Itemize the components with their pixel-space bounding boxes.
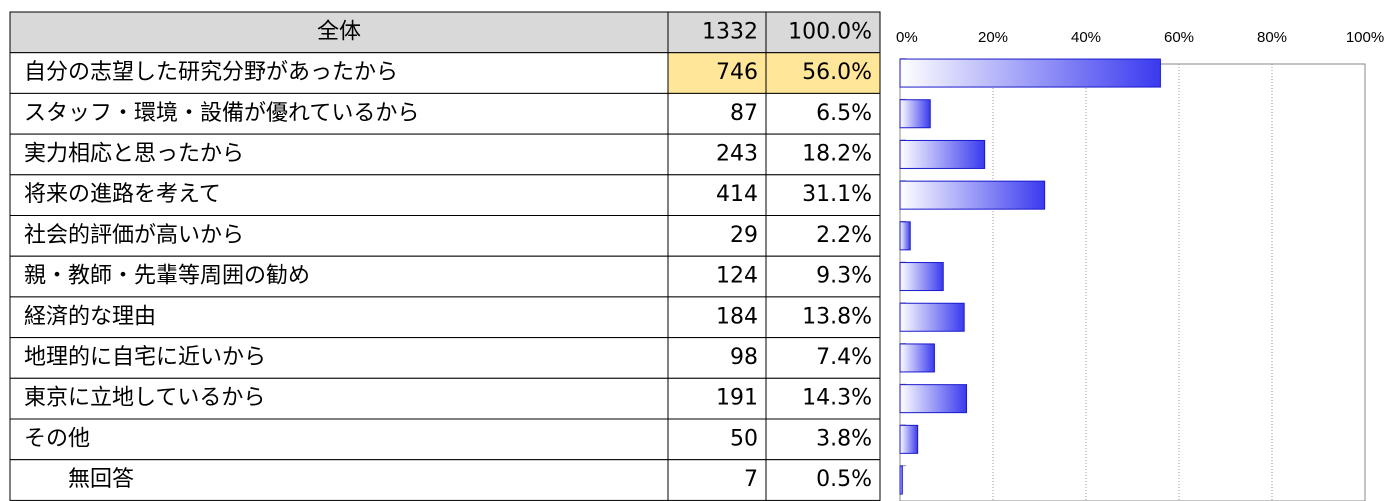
row-percent: 14.3%: [802, 386, 872, 411]
row-cell: [765, 174, 881, 217]
row-cell: [9, 255, 669, 298]
row-label: 無回答: [68, 467, 134, 492]
row-label: 地理的に自宅に近いから: [24, 345, 266, 370]
row-cell: [765, 52, 881, 94]
row-cell: [9, 377, 669, 420]
row-cell: [765, 92, 881, 135]
row-label: 社会的評価が高いから: [24, 223, 244, 248]
header-percent: 100.0%: [788, 19, 872, 44]
row-cell: [9, 52, 669, 94]
row-cell: [9, 459, 669, 501]
row-percent: 31.1%: [802, 182, 872, 207]
row-cell: [9, 174, 669, 217]
x-tick-label: 60%: [1164, 29, 1194, 46]
row-count: 191: [716, 386, 758, 411]
row-cell: [667, 92, 767, 135]
bar: [899, 99, 931, 129]
row-cell: [765, 418, 881, 461]
row-percent: 13.8%: [802, 304, 872, 329]
bar: [899, 221, 911, 251]
row-cell: [765, 296, 881, 339]
plot-area: [899, 63, 1366, 501]
row-count: 87: [730, 101, 758, 126]
row-label: 東京に立地しているから: [24, 386, 265, 411]
row-count: 124: [716, 264, 758, 289]
row-percent: 9.3%: [816, 264, 872, 289]
row-label: スタッフ・環境・設備が優れているから: [24, 101, 419, 126]
row-cell: [765, 215, 881, 257]
row-percent: 7.4%: [816, 345, 872, 370]
row-count: 414: [716, 182, 758, 207]
bar: [899, 384, 967, 414]
row-cell: [765, 255, 881, 298]
bar: [899, 465, 903, 495]
row-label: 将来の進路を考えて: [24, 182, 221, 207]
row-count: 184: [716, 304, 758, 329]
row-cell: [667, 133, 767, 176]
row-cell: [667, 377, 767, 420]
row-cell: [765, 133, 881, 176]
row-cell: [667, 418, 767, 461]
header-cell: [667, 11, 767, 54]
row-label: 親・教師・先輩等周囲の勧め: [24, 264, 310, 289]
row-percent: 0.5%: [816, 467, 872, 492]
row-cell: [9, 92, 669, 135]
row-percent: 56.0%: [802, 60, 872, 85]
x-tick-label: 0%: [896, 29, 918, 46]
row-cell: [667, 459, 767, 501]
row-count: 746: [716, 60, 758, 85]
bar: [899, 343, 935, 373]
row-cell: [765, 377, 881, 420]
row-percent: 6.5%: [816, 101, 872, 126]
x-tick-label: 100%: [1346, 29, 1384, 46]
x-tick-label: 40%: [1071, 29, 1101, 46]
bar: [899, 302, 965, 332]
row-label: その他: [24, 426, 90, 451]
header-count: 1332: [702, 19, 758, 44]
header-cell: [9, 11, 669, 54]
row-percent: 18.2%: [802, 141, 872, 166]
x-tick-label: 80%: [1257, 29, 1287, 46]
x-tick-label: 20%: [978, 29, 1008, 46]
bar: [899, 139, 986, 169]
header-label: 全体: [317, 19, 361, 44]
bar: [899, 424, 919, 454]
row-label: 経済的な理由: [24, 304, 156, 329]
row-count: 7: [744, 467, 758, 492]
bar: [899, 262, 944, 292]
bar: [899, 180, 1046, 210]
row-cell: [9, 296, 669, 339]
row-label: 自分の志望した研究分野があったから: [24, 60, 398, 85]
row-count: 243: [716, 141, 758, 166]
row-cell: [667, 337, 767, 379]
row-cell: [765, 459, 881, 501]
header-cell: [765, 11, 881, 54]
row-cell: [667, 255, 767, 298]
row-count: 98: [730, 345, 758, 370]
row-label: 実力相応と思ったから: [24, 141, 244, 166]
row-percent: 2.2%: [816, 223, 872, 248]
row-cell: [9, 418, 669, 461]
row-count: 29: [730, 223, 758, 248]
row-percent: 3.8%: [816, 426, 872, 451]
row-cell: [765, 337, 881, 379]
row-count: 50: [730, 426, 758, 451]
row-cell: [9, 337, 669, 379]
row-cell: [667, 296, 767, 339]
row-cell: [667, 215, 767, 257]
bar: [899, 58, 1161, 88]
